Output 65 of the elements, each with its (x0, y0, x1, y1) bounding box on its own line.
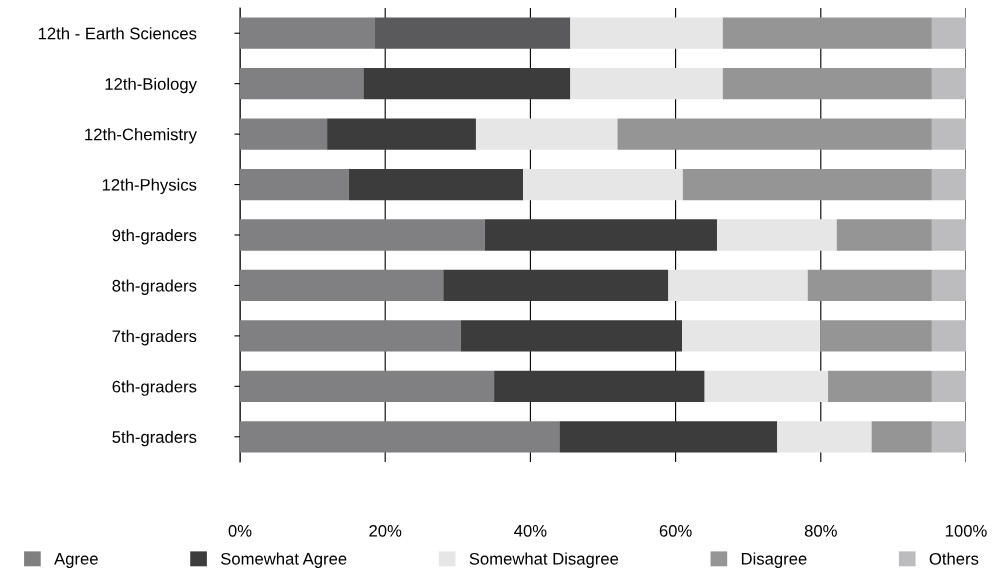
bar (931, 17, 966, 49)
y-tick-label: 12th - Earth Sciences (38, 27, 197, 40)
legend-label: Disagree (741, 552, 807, 568)
bar (240, 17, 375, 49)
bar (682, 168, 932, 201)
bar (240, 219, 485, 251)
bar (722, 17, 932, 49)
bar (570, 68, 723, 100)
bar (570, 17, 723, 49)
legend-label: Somewhat Agree (220, 552, 347, 568)
bar (240, 168, 349, 201)
bar (240, 269, 444, 302)
y-tick-label: 12th-Chemistry (85, 128, 197, 144)
bar (931, 269, 966, 302)
bar (871, 421, 932, 453)
bar (494, 370, 705, 402)
bar (931, 219, 966, 251)
bar (777, 421, 872, 453)
y-tick-label: 7th-graders (112, 329, 197, 346)
x-tick-label: 60% (659, 524, 692, 537)
bar (374, 17, 571, 49)
bar (716, 219, 837, 251)
bar (931, 421, 966, 453)
legend-label: Agree (54, 553, 98, 568)
bar (931, 320, 966, 352)
bar (931, 168, 966, 201)
bar (828, 370, 932, 402)
y-tick-label: 6th-graders (112, 380, 197, 396)
legend-label: Somewhat Disagree (469, 552, 619, 568)
bar (348, 168, 524, 201)
bar (240, 68, 364, 100)
bar (460, 320, 683, 352)
bar (327, 118, 476, 150)
x-tick-label: 20% (369, 524, 402, 537)
bar (523, 168, 683, 201)
bar (668, 269, 808, 302)
bar (484, 219, 717, 251)
bar (443, 269, 669, 302)
y-tick-label: 5th-graders (112, 430, 197, 447)
bar (240, 118, 328, 150)
bar (820, 320, 932, 352)
y-tick-label: 12th-Biology (105, 77, 197, 94)
bar (931, 68, 966, 100)
bar (363, 68, 571, 100)
bar (836, 219, 932, 251)
y-tick-label: 9th-graders (112, 228, 197, 245)
legend-label: Others (929, 552, 979, 565)
bar (704, 370, 829, 402)
bar (475, 118, 618, 150)
bar (240, 421, 560, 453)
y-tick-label: 12th-Physics (102, 178, 197, 195)
x-tick-label: 100% (945, 524, 987, 537)
y-tick-label: 8th-graders (112, 279, 197, 295)
bar (682, 320, 821, 352)
bar (931, 370, 966, 402)
bar (931, 118, 966, 150)
bar (722, 68, 932, 100)
bar (240, 320, 461, 352)
bar (559, 421, 778, 453)
x-tick-label: 80% (804, 524, 837, 537)
bar (240, 370, 495, 402)
x-tick-label: 0% (228, 524, 252, 537)
x-tick-label: 40% (514, 524, 547, 537)
bar (617, 118, 932, 150)
bar (807, 269, 932, 302)
